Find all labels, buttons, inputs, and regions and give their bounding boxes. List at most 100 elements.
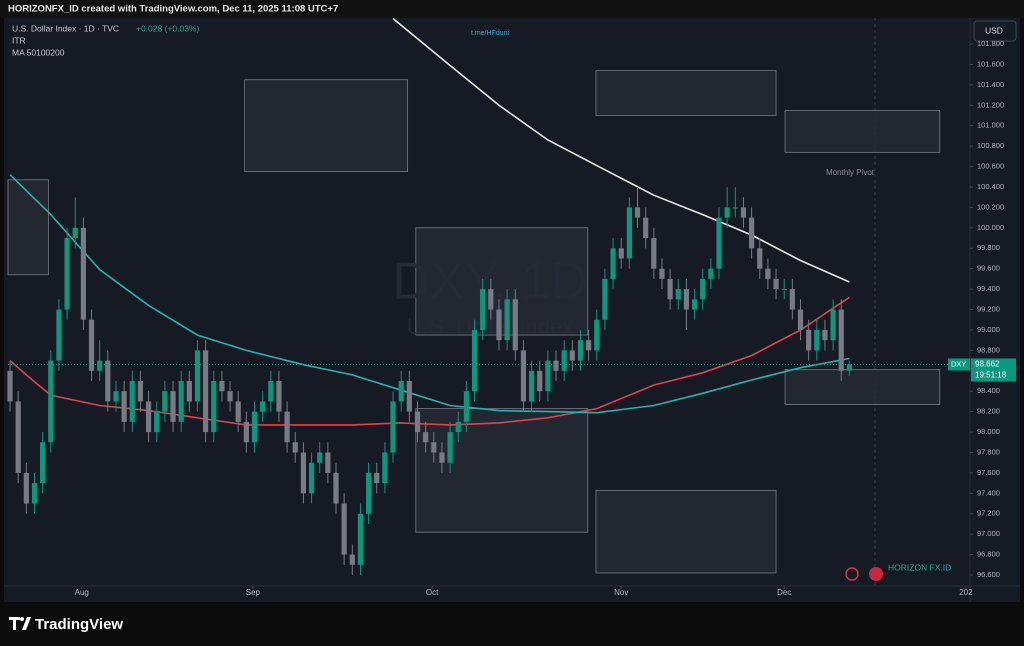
y-tick-label: 101.600 bbox=[977, 59, 1004, 68]
candle-body bbox=[749, 217, 755, 249]
candle-body bbox=[194, 350, 201, 402]
candle-body bbox=[488, 289, 494, 310]
y-tick-label: 98.200 bbox=[977, 407, 1000, 416]
candle-body bbox=[137, 381, 144, 402]
y-tick-label: 98.800 bbox=[977, 345, 1000, 354]
candle-body bbox=[23, 472, 29, 504]
pivot-zone bbox=[784, 110, 941, 153]
candle-body bbox=[740, 207, 747, 218]
credit: HORIZONFX_ID created with TradingView.co… bbox=[8, 4, 338, 15]
candle-body bbox=[463, 391, 469, 422]
footer-logo-icon bbox=[9, 617, 31, 630]
candle-body bbox=[423, 432, 429, 443]
candle-body bbox=[260, 401, 266, 412]
candle-body bbox=[284, 411, 290, 443]
candle-body bbox=[700, 278, 706, 300]
candle-body bbox=[105, 360, 111, 402]
candle-body bbox=[145, 401, 152, 433]
y-tick-label: 100.400 bbox=[977, 182, 1004, 191]
candle-body bbox=[72, 227, 78, 239]
candle-body bbox=[439, 452, 445, 463]
candle-body bbox=[520, 350, 527, 402]
candle-body bbox=[56, 309, 62, 361]
candle-body bbox=[716, 217, 722, 269]
candle-body bbox=[708, 268, 714, 279]
candle-body bbox=[586, 340, 592, 351]
y-tick-label: 99.000 bbox=[977, 325, 1000, 334]
candle-body bbox=[431, 442, 437, 453]
footer-logo[interactable]: TradingView bbox=[35, 616, 123, 633]
y-tick-label: 96.800 bbox=[977, 550, 1000, 559]
candle-body bbox=[691, 299, 698, 310]
price-change: +0.028 (+0.03%) bbox=[136, 23, 199, 33]
candle-body bbox=[178, 381, 184, 422]
candle-body bbox=[773, 278, 779, 290]
candle-body bbox=[211, 381, 217, 433]
pivot-zone bbox=[595, 489, 777, 574]
y-tick-label: 97.400 bbox=[977, 488, 1000, 497]
last-price-bg bbox=[971, 358, 1016, 382]
candle-body bbox=[626, 207, 632, 259]
candle-body bbox=[398, 381, 404, 402]
y-tick-label: 99.600 bbox=[977, 264, 1000, 273]
candle-body bbox=[121, 391, 127, 422]
candle-body bbox=[251, 411, 258, 443]
candle-body bbox=[357, 513, 364, 565]
candle-body bbox=[300, 452, 307, 494]
candle-body bbox=[219, 381, 225, 392]
last-price-symbol-bg bbox=[948, 358, 970, 371]
pivot-zone bbox=[784, 369, 941, 405]
candle-body bbox=[31, 483, 38, 504]
x-tick-label: Sep bbox=[246, 588, 261, 597]
y-tick-label: 99.400 bbox=[977, 284, 1000, 293]
candle-body bbox=[455, 421, 461, 433]
x-tick-label: Oct bbox=[426, 588, 439, 597]
currency-button[interactable] bbox=[973, 20, 1017, 42]
candle-body bbox=[814, 329, 820, 351]
y-tick-label: 101.800 bbox=[977, 39, 1004, 48]
footer-logo-dot bbox=[20, 617, 24, 621]
y-tick-label: 101.000 bbox=[977, 121, 1004, 130]
candle-body bbox=[15, 401, 21, 473]
x-tick-label: Aug bbox=[75, 588, 89, 597]
candle-body bbox=[365, 472, 372, 514]
pivot-zone bbox=[595, 70, 777, 116]
candle-body bbox=[675, 289, 681, 300]
candle-body bbox=[162, 391, 168, 412]
candle-body bbox=[48, 360, 54, 443]
candle-body bbox=[317, 452, 323, 463]
y-tick-label: 98.400 bbox=[977, 386, 1000, 395]
candle-body bbox=[333, 472, 339, 504]
candle-body bbox=[390, 401, 396, 453]
currency[interactable]: USD bbox=[985, 25, 1003, 35]
pivot-zone bbox=[244, 79, 409, 172]
candle-body bbox=[528, 370, 535, 402]
candle-body bbox=[822, 329, 828, 341]
y-tick-label: 100.000 bbox=[977, 223, 1004, 232]
y-tick-label: 98.000 bbox=[977, 427, 1000, 436]
candle-body bbox=[341, 503, 347, 555]
x-tick-label: 202 bbox=[959, 588, 973, 597]
candle-body bbox=[447, 432, 453, 463]
candle-body bbox=[789, 289, 795, 310]
y-tick-label: 99.200 bbox=[977, 305, 1000, 314]
pivot-zone bbox=[415, 408, 589, 533]
link[interactable]: t.me/HFduni bbox=[471, 30, 510, 37]
candle-body bbox=[659, 268, 665, 279]
candle-body bbox=[97, 360, 103, 371]
candle-body bbox=[577, 340, 584, 361]
candle-body bbox=[757, 248, 763, 269]
candle-body bbox=[846, 364, 852, 371]
candle-body bbox=[186, 381, 192, 402]
moving-average bbox=[392, 17, 850, 283]
candle-body bbox=[667, 278, 673, 300]
candle-body bbox=[40, 442, 46, 484]
candle-body bbox=[724, 207, 730, 218]
watermark-name: U.S. Dollar Index bbox=[407, 314, 573, 339]
annotation: Monthly Pivot bbox=[826, 168, 875, 177]
candle-body bbox=[203, 350, 209, 433]
candle-body bbox=[806, 329, 812, 351]
candle-body bbox=[292, 442, 298, 453]
candle-body bbox=[553, 360, 559, 371]
